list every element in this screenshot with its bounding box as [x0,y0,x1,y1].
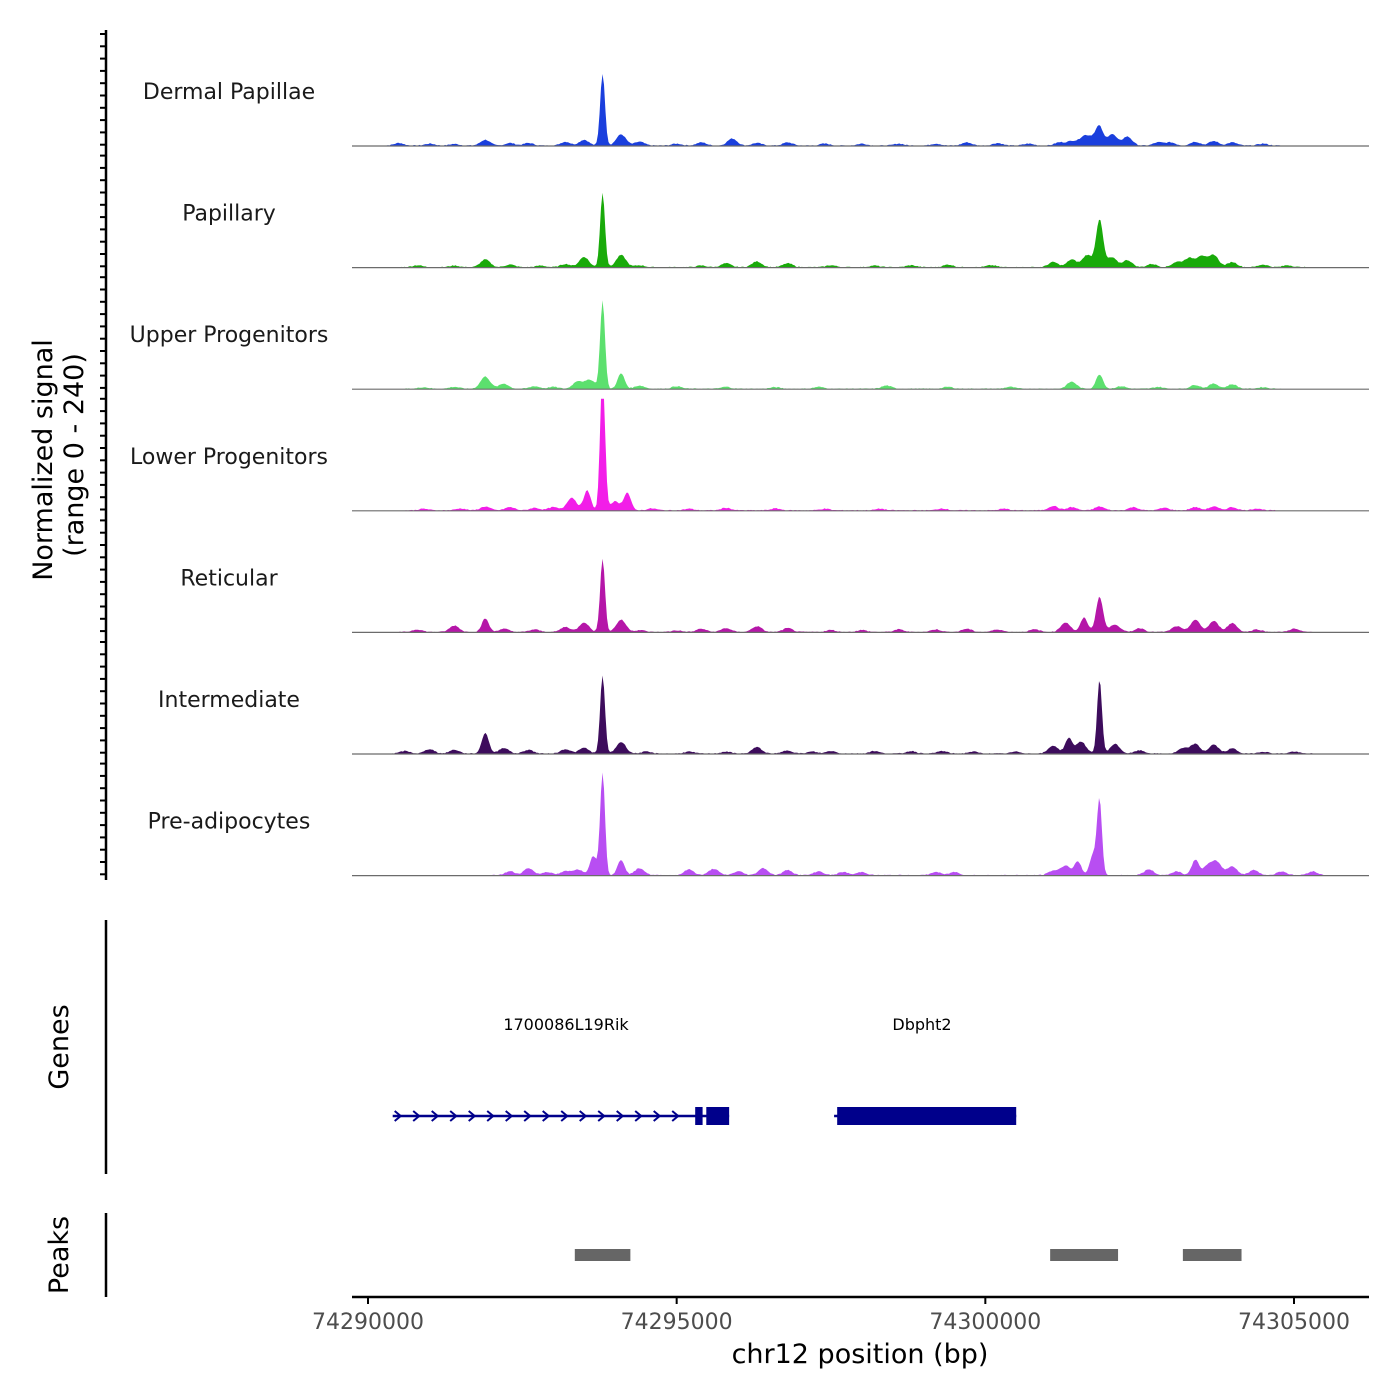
track-label: Dermal Papillae [143,80,315,105]
strand-arrow [468,1110,477,1122]
coverage-track: Intermediate [158,675,1369,755]
strand-arrow [394,1110,403,1122]
genes-panel-label: Genes [44,1004,75,1089]
y-axis-subtitle: (range 0 - 240) [59,353,90,557]
strand-arrow [653,1110,662,1122]
strand-arrow [634,1110,643,1122]
gene-label: Dbpht2 [892,1015,951,1034]
coverage-track: Pre-adipocytes [148,772,1369,877]
gene-exon [837,1107,1017,1125]
gene-exon [706,1107,730,1125]
gene-annotations: 1700086L19Rik Dbpht2 [392,1015,1017,1125]
strand-arrow [449,1110,458,1122]
coverage-track: Papillary [182,192,1369,269]
gene-model: 1700086L19Rik [392,1015,730,1125]
track-label: Upper Progenitors [130,323,329,348]
coverage-area [352,74,1369,146]
coverage-y-ticks [100,33,106,876]
strand-arrow [597,1110,606,1122]
coverage-area [352,772,1369,876]
track-label: Pre-adipocytes [148,810,311,835]
peaks-panel-label: Peaks [44,1216,75,1294]
x-axis-title: chr12 position (bp) [732,1339,989,1370]
coverage-track: Lower Progenitors [130,398,1369,512]
x-tick-label: 74300000 [929,1310,1041,1335]
strand-arrow [412,1110,421,1122]
coverage-area [352,675,1369,754]
coverage-track: Reticular [180,558,1369,634]
x-tick-label: 74295000 [621,1310,733,1335]
strand-arrow [579,1110,588,1122]
strand-arrow [486,1110,495,1122]
peak-regions [574,1249,1242,1261]
track-label: Reticular [180,566,278,591]
coverage-area [352,192,1369,268]
strand-arrow [560,1110,569,1122]
track-label: Intermediate [158,688,300,713]
y-axis-title: Normalized signal [28,339,59,581]
strand-arrow [431,1110,440,1122]
coverage-area [352,300,1369,390]
strand-arrow [616,1110,625,1122]
coverage-tracks: Dermal Papillae Papillary Upper Progenitor… [130,74,1369,877]
gene-exon [695,1107,703,1125]
coverage-area [352,398,1369,511]
strand-arrow [542,1110,551,1122]
gene-label: 1700086L19Rik [503,1015,629,1034]
strand-arrow [505,1110,514,1122]
gene-model: Dbpht2 [834,1015,1017,1125]
track-label: Papillary [182,202,276,227]
track-label: Lower Progenitors [130,445,328,470]
strand-arrow [671,1110,680,1122]
coverage-track: Upper Progenitors [130,300,1369,390]
x-tick-label: 74305000 [1238,1310,1350,1335]
coverage-area [352,558,1369,633]
peak-region [1050,1249,1119,1261]
x-tick-label: 74290000 [312,1310,424,1335]
coverage-track: Dermal Papillae [143,74,1369,147]
x-axis-ticks: 74290000 74295000 74300000 74305000 [312,1297,1350,1335]
peak-region [574,1249,631,1261]
strand-arrow [523,1110,532,1122]
peak-region [1182,1249,1242,1261]
